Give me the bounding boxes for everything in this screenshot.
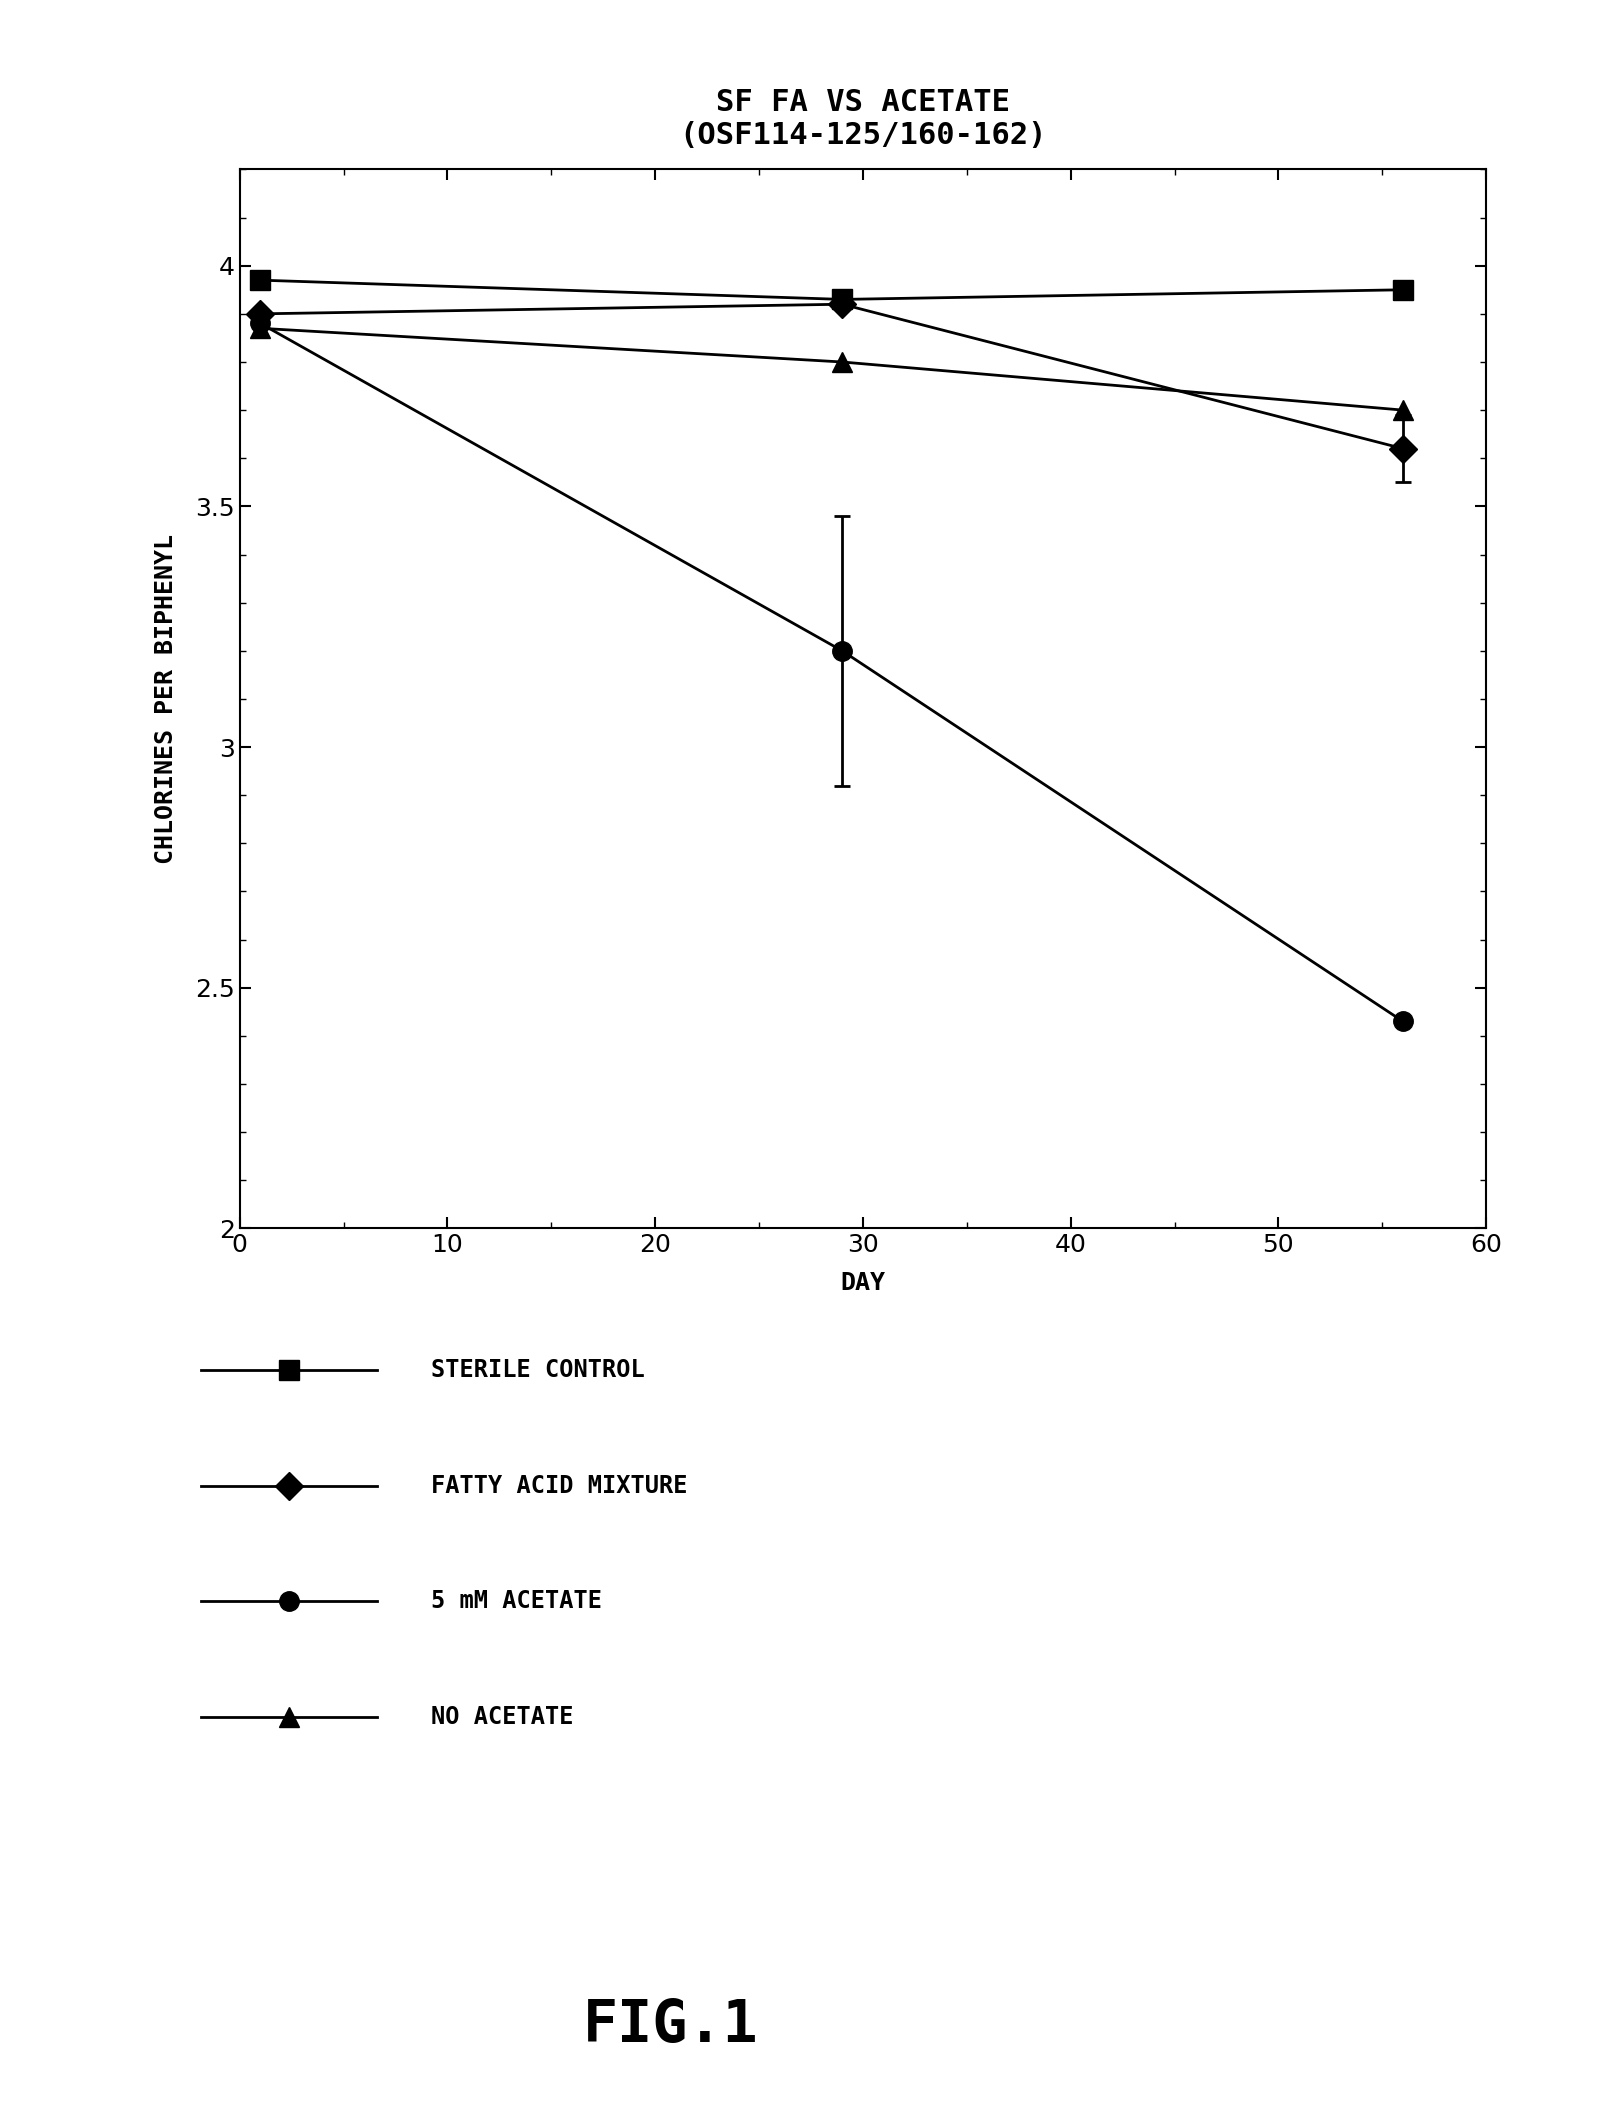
Text: NO ACETATE: NO ACETATE: [431, 1705, 574, 1728]
Text: STERILE CONTROL: STERILE CONTROL: [431, 1358, 646, 1381]
Y-axis label: CHLORINES PER BIPHENYL: CHLORINES PER BIPHENYL: [155, 534, 179, 864]
Title: SF FA VS ACETATE
(OSF114-125/160-162): SF FA VS ACETATE (OSF114-125/160-162): [679, 87, 1047, 150]
X-axis label: DAY: DAY: [841, 1271, 885, 1296]
Text: FATTY ACID MIXTURE: FATTY ACID MIXTURE: [431, 1474, 689, 1497]
Text: FIG.1: FIG.1: [583, 1997, 759, 2054]
Text: 5 mM ACETATE: 5 mM ACETATE: [431, 1588, 602, 1614]
